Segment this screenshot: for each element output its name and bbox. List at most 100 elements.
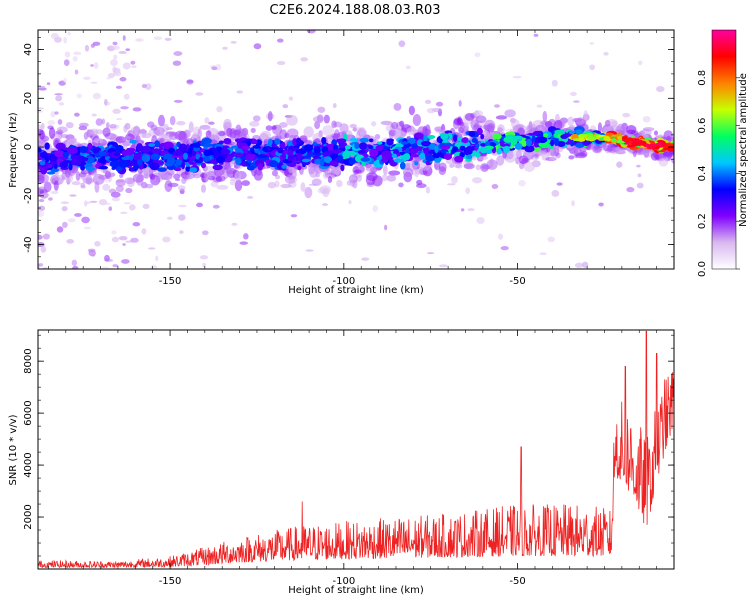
noise-blob <box>90 81 98 84</box>
halo-blob <box>286 114 298 126</box>
noise-blob <box>147 247 156 250</box>
noise-blob <box>398 40 406 47</box>
noise-blob <box>38 263 44 267</box>
halo-blob <box>497 127 503 132</box>
halo-blob <box>515 157 520 165</box>
noise-blob <box>42 233 50 240</box>
halo-blob <box>496 155 505 166</box>
halo-blob <box>157 114 165 127</box>
noise-blob <box>581 261 589 268</box>
core-blob <box>133 164 138 172</box>
halo-blob <box>406 127 417 136</box>
noise-blob <box>112 264 119 268</box>
noise-blob <box>132 222 141 227</box>
noise-blob <box>290 214 298 218</box>
halo-blob <box>371 121 377 127</box>
halo-blob <box>132 173 145 183</box>
core-blob <box>251 139 258 145</box>
core-blob <box>187 147 193 155</box>
noise-blob <box>69 194 77 197</box>
noise-blob <box>153 36 163 41</box>
noise-blob <box>216 106 223 113</box>
halo-blob <box>115 136 127 143</box>
noise-blob <box>72 265 79 269</box>
noise-blob <box>231 222 238 226</box>
noise-blob <box>67 218 76 223</box>
core-blob <box>457 136 462 142</box>
halo-blob <box>388 170 401 176</box>
halo-blob <box>372 175 383 187</box>
peak-blob <box>611 138 617 143</box>
noise-blob <box>435 101 444 107</box>
core-blob <box>218 140 224 145</box>
halo-blob <box>132 125 141 137</box>
y-tick-label: 4000 <box>23 452 34 477</box>
colorbar-tick-label: 0.8 <box>697 70 708 86</box>
halo-blob <box>145 183 154 189</box>
noise-blob <box>63 36 67 44</box>
spectrogram-axes: -150 -100 -50 -40 -20 0 20 40 <box>23 30 675 287</box>
halo-blob <box>199 124 211 130</box>
noise-blob <box>317 106 326 113</box>
noise-blob <box>72 56 78 62</box>
halo-blob <box>336 179 343 188</box>
core-blob <box>423 134 428 142</box>
noise-blob <box>498 233 504 240</box>
spectrogram-frame <box>37 29 675 270</box>
halo-blob <box>93 137 104 144</box>
noise-blob <box>122 243 126 246</box>
noise-blob <box>115 85 123 89</box>
core-blob <box>145 154 151 162</box>
x-tick-label: -50 <box>509 276 525 287</box>
noise-blob <box>125 187 133 194</box>
core-blob <box>393 158 405 163</box>
halo-blob <box>307 163 316 175</box>
core-blob <box>257 154 268 158</box>
core-blob <box>59 161 69 169</box>
spectrogram-y-label: Frequency (Hz) <box>8 112 19 188</box>
noise-blob <box>570 91 577 97</box>
y-tick-label: 0 <box>23 144 34 150</box>
core-blob <box>400 141 409 145</box>
colorbar-tick-label: 0.6 <box>697 118 708 134</box>
core-blob <box>252 144 261 149</box>
x-tick-label: -150 <box>159 276 182 287</box>
noise-blob <box>173 99 183 103</box>
core-blob <box>185 165 191 172</box>
halo-blob <box>365 166 372 172</box>
core-blob <box>543 133 549 138</box>
noise-blob <box>500 245 509 251</box>
halo-blob <box>38 174 45 185</box>
halo-blob <box>550 154 557 161</box>
halo-blob <box>233 164 241 169</box>
halo-blob <box>80 142 89 148</box>
core-blob <box>476 127 483 136</box>
core-blob <box>243 148 249 155</box>
core-blob <box>220 148 231 155</box>
halo-blob <box>200 184 207 193</box>
noise-blob <box>104 98 108 106</box>
core-blob <box>203 143 213 148</box>
core-blob <box>474 152 481 158</box>
noise-blob <box>142 203 150 210</box>
core-blob <box>109 160 121 168</box>
core-blob <box>241 162 248 167</box>
core-blob <box>332 144 338 151</box>
core-blob <box>376 141 383 145</box>
halo-blob <box>486 159 498 170</box>
noise-blob <box>467 208 475 212</box>
noise-blob <box>638 60 643 66</box>
noise-blob <box>491 184 499 190</box>
core-blob <box>266 147 272 151</box>
noise-blob <box>121 259 130 264</box>
noise-blob <box>54 111 59 115</box>
halo-blob <box>388 129 397 137</box>
core-blob <box>313 146 321 154</box>
core-blob <box>151 148 162 155</box>
halo-blob <box>353 169 362 174</box>
halo-blob <box>56 126 68 133</box>
core-blob <box>554 129 565 135</box>
colorbar-tick-label: 0.2 <box>697 213 708 229</box>
halo-blob <box>229 133 237 141</box>
core-blob <box>533 130 542 135</box>
